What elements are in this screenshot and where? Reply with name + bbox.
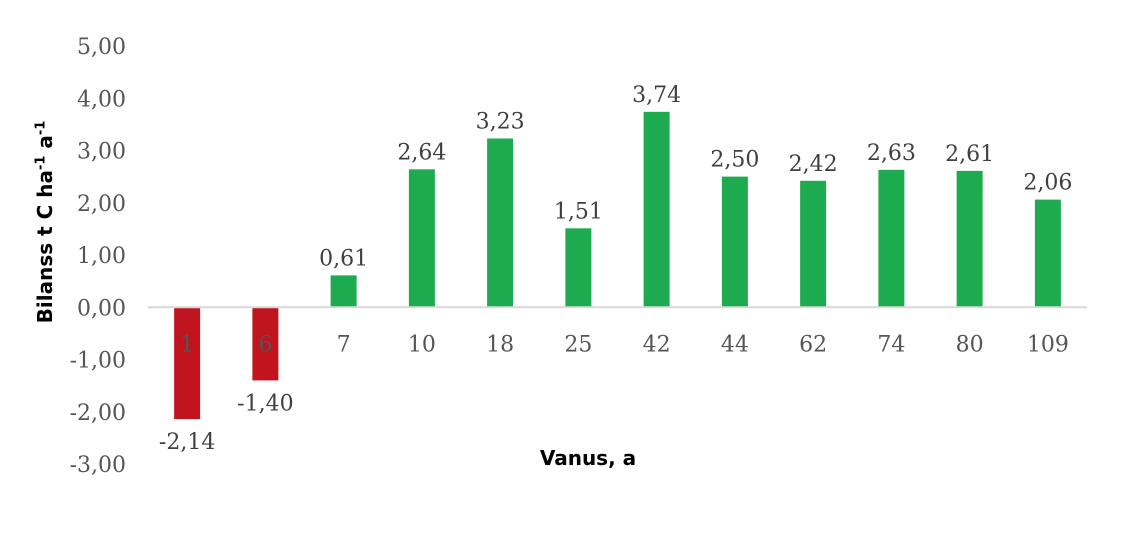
x-tick-label: 18 [486,332,514,357]
data-label: 2,64 [397,140,446,165]
y-tick-label: -1,00 [70,349,126,374]
data-label: 2,42 [789,152,838,177]
x-tick-label: 7 [337,332,351,357]
bar [721,176,748,308]
x-tick-label: 42 [643,332,671,357]
x-tick-label: 74 [877,332,905,357]
bar [643,111,670,308]
data-label: 1,51 [554,199,603,224]
x-tick-label: 25 [564,332,592,357]
x-tick-label: 62 [799,332,827,357]
data-label: 3,74 [632,83,681,108]
data-label: 2,61 [945,142,994,167]
y-axis-title-exponent-1: -1 [33,155,49,171]
x-tick-label: 44 [721,332,749,357]
x-tick-label: 1 [180,332,194,357]
x-tick-labels: 1 6 7 10 18 25 42 44 62 74 80 109 [180,332,1069,357]
x-axis-title: Vanus, a [540,446,636,470]
y-tick-label: 0,00 [77,296,126,321]
bar [330,275,357,308]
bar [408,169,435,308]
y-axis-title-exponent-2: -1 [33,120,49,136]
x-tick-label: 10 [408,332,436,357]
y-tick-label: -3,00 [70,453,126,478]
y-axis-title-text-2: a [33,135,57,156]
bar [565,228,592,308]
bars-layer [174,111,1061,420]
bar [956,170,983,308]
bar [487,138,514,308]
bar [252,307,279,381]
bar [174,307,201,420]
y-tick-label: 5,00 [77,35,126,60]
data-label: 3,23 [476,109,525,134]
y-axis-title-text: Bilanss t C ha [33,170,57,324]
data-label: -2,14 [159,430,215,455]
y-tick-label: -2,00 [70,401,126,426]
data-label: 2,06 [1023,171,1072,196]
bar [800,180,827,308]
y-tick-label: 3,00 [77,140,126,165]
y-axis-title: Bilanss t C ha-1 a-1 [33,121,57,324]
data-label: 2,50 [710,148,759,173]
y-tick-labels: 5,00 4,00 3,00 2,00 1,00 0,00 -1,00 -2,00 -3,00 [70,35,126,478]
y-tick-label: 2,00 [77,192,126,217]
bar [1034,199,1061,308]
data-label: 0,61 [319,246,368,271]
y-tick-label: 4,00 [77,87,126,112]
x-tick-label: 109 [1027,332,1069,357]
x-tick-label: 6 [258,332,272,357]
y-tick-label: 1,00 [77,244,126,269]
data-label: -1,40 [237,391,293,416]
x-tick-label: 80 [956,332,984,357]
data-label: 2,63 [867,141,916,166]
bar [878,169,905,308]
data-labels: -2,14 -1,40 0,61 2,64 3,23 1,51 3,74 2,50 2,42 2,… [159,83,1072,455]
